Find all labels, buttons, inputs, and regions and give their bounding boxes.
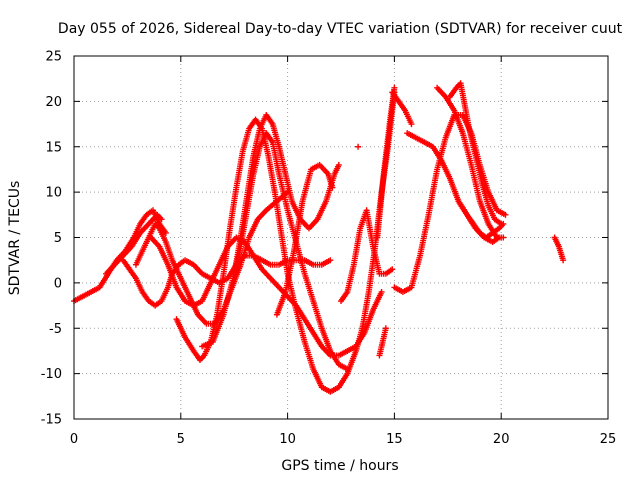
chart-title: Day 055 of 2026, Sidereal Day-to-day VTE… [58,21,623,37]
y-tick-label: 25 [45,50,62,65]
data-point [378,288,385,295]
x-tick-label: 0 [70,432,78,447]
series-track-e [147,234,385,359]
data-point [389,266,396,273]
series-track-l [374,84,398,241]
series-track-o [389,89,415,128]
y-tick-label: -5 [49,322,62,337]
series-track-h [231,111,342,277]
series-track-n [355,143,362,150]
data-point [327,257,334,264]
series-track-r [434,84,507,241]
data-point [329,184,336,191]
x-tick-label: 10 [279,432,296,447]
y-axis-label: SDTVAR / TECUs [7,181,23,296]
y-tick-label: 15 [45,140,62,155]
data-point [496,234,503,241]
x-tick-label: 20 [493,432,510,447]
data-point [391,84,398,91]
series-track-i [273,161,336,318]
data-points [71,80,567,395]
data-point [408,121,415,128]
data-point [344,366,351,373]
y-tick-label: -10 [41,367,62,382]
data-point [335,161,342,168]
x-axis-label: GPS time / hours [281,458,398,474]
x-tick-label: 25 [600,432,617,447]
data-point [498,220,505,227]
series-track-t [455,198,503,246]
series-track-s [446,80,505,227]
series-track-u [551,234,567,264]
y-tick-label: 0 [54,276,62,291]
series-track-m [376,325,389,359]
data-point [158,216,165,223]
data-point [560,257,567,264]
y-tick-label: 5 [54,231,62,246]
x-tick-label: 15 [386,432,403,447]
data-point [355,143,362,150]
plot-frame [73,55,609,420]
data-point [502,211,509,218]
data-point [382,325,389,332]
series-track-b [103,211,165,277]
y-tick-label: 10 [45,186,62,201]
y-tick-label: 20 [45,95,62,110]
y-tick-label: -15 [41,413,62,428]
x-tick-label: 5 [177,432,185,447]
